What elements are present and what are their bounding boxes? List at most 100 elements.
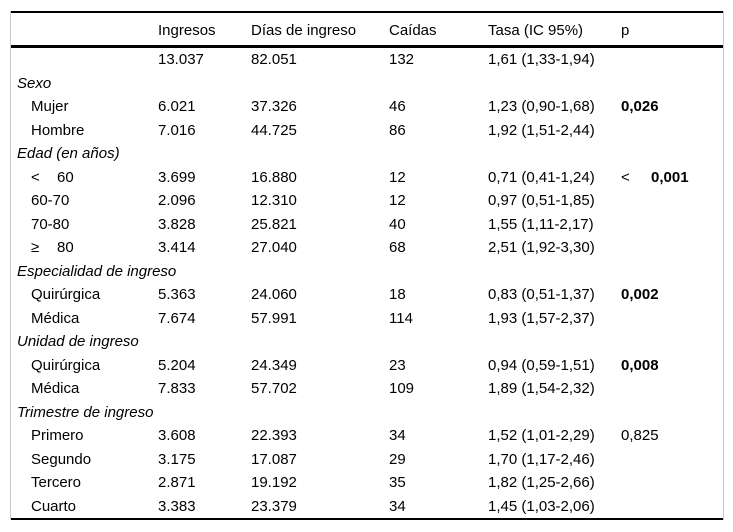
table-row: Segundo 3.175 17.087 29 1,70 (1,17-2,46) (11, 448, 723, 472)
cell-tasa-ic95: 1,45 (1,03-2,06) (487, 494, 620, 520)
p-value: 0,002 (621, 286, 659, 304)
table-row: Cuarto 3.383 23.379 34 1,45 (1,03-2,06) (11, 494, 723, 520)
cell-dias-de-ingreso: 22.393 (251, 427, 297, 445)
cell-dias-de-ingreso: 37.326 (251, 98, 297, 116)
cell-label: Quirúrgica (31, 356, 101, 374)
table-row: Quirúrgica 5.204 24.349 23 0,94 (0,59-1,51) 0… (11, 354, 723, 378)
cell-ingresos: 6.021 (158, 98, 196, 116)
cell-label: Quirúrgica (31, 286, 101, 304)
label-prefix: < (31, 168, 40, 186)
table-row: Médica 7.674 57.991 114 1,93 (1,57-2,37) (11, 307, 723, 331)
cell-caidas (388, 330, 487, 354)
table-section-row: Sexo (11, 72, 723, 96)
cell-p-value (620, 213, 723, 237)
cell-caidas: 132 (389, 51, 415, 69)
cell-tasa-ic95: 1,89 (1,54-2,32) (488, 380, 595, 398)
cell-p-value (620, 330, 723, 354)
table-body: 13.037 82.051 132 1,61 (1,33-1,94) Sexo Mujer… (11, 47, 723, 520)
cell-tasa-ic95: 0,94 (0,59-1,51) (488, 356, 595, 374)
cell-label: Segundo (31, 450, 92, 468)
cell-p-value (620, 494, 723, 520)
header-tasa-ic95: Tasa (IC 95%) (487, 11, 620, 48)
table-header: Ingresos Días de ingreso Caídas Tasa (IC… (11, 11, 723, 48)
table-section-row: Edad (en años) (11, 142, 723, 166)
cell-p-value (620, 307, 723, 331)
header-caidas: Caídas (388, 11, 487, 48)
table-row: <60 3.699 16.880 12 0,71 (0,41-1,24) <0,001 (11, 166, 723, 190)
cell-dias-de-ingreso: 82.051 (251, 51, 297, 69)
cell-p-value (620, 260, 723, 284)
cell-p-value: 0,008 (620, 354, 723, 378)
table-section-row: Especialidad de ingreso (11, 260, 723, 284)
cell-p-value (620, 448, 723, 472)
cell-ingresos: 3.608 (158, 427, 196, 445)
cell-p-value: 0,026 (620, 95, 723, 119)
cell-dias-de-ingreso: 19.192 (251, 474, 297, 492)
table-row: Mujer 6.021 37.326 46 1,23 (0,90-1,68) 0,026 (11, 95, 723, 119)
cell-ingresos (157, 142, 250, 166)
cell-p-value: 0,002 (620, 283, 723, 307)
cell-caidas: 86 (389, 121, 406, 139)
cell-caidas: 34 (388, 494, 487, 520)
cell-p-value: <0,001 (620, 166, 723, 190)
table-row: ≥80 3.414 27.040 68 2,51 (1,92-3,30) (11, 236, 723, 260)
cell-p-value (620, 377, 723, 401)
cell-p-value (620, 47, 723, 72)
cell-dias-de-ingreso: 57.991 (251, 309, 297, 327)
cell-tasa-ic95 (487, 401, 620, 425)
cell-label: Cuarto (11, 494, 157, 520)
cell-tasa-ic95 (487, 142, 620, 166)
cell-label: 60-70 (31, 192, 70, 210)
cell-tasa-ic95: 1,55 (1,11-2,17) (488, 215, 594, 233)
cell-dias-de-ingreso (250, 401, 388, 425)
cell-caidas: 34 (389, 427, 406, 445)
cell-tasa-ic95 (487, 330, 620, 354)
cell-ingresos: 3.175 (158, 450, 196, 468)
cell-tasa-ic95: 1,52 (1,01-2,29) (488, 427, 595, 445)
cell-label: Edad (en años) (17, 145, 120, 163)
cell-p-value (620, 236, 723, 260)
cell-ingresos (157, 330, 250, 354)
cell-ingresos: 2.871 (158, 474, 196, 492)
cell-caidas: 35 (389, 474, 406, 492)
cell-p-value (620, 119, 723, 143)
cell-caidas: 18 (389, 286, 406, 304)
table-section-row: Trimestre de ingreso (11, 401, 723, 425)
p-value: 0,008 (621, 356, 659, 374)
cell-dias-de-ingreso (250, 72, 388, 96)
header-row: Ingresos Días de ingreso Caídas Tasa (IC… (11, 11, 723, 48)
label-text: 60 (57, 168, 74, 186)
cell-caidas: 12 (389, 192, 406, 210)
cell-caidas: 40 (389, 215, 406, 233)
table-row: Primero 3.608 22.393 34 1,52 (1,01-2,29) 0,82… (11, 424, 723, 448)
cell-label: Hombre (31, 121, 85, 139)
cell-dias-de-ingreso: 24.349 (251, 356, 297, 374)
label-text: 80 (57, 239, 74, 257)
cell-tasa-ic95: 1,61 (1,33-1,94) (488, 51, 595, 69)
cell-label (11, 47, 157, 72)
cell-label: ≥80 (11, 236, 157, 260)
cell-p-value (620, 72, 723, 96)
table-row: 70-80 3.828 25.821 40 1,55 (1,11-2,17) (11, 213, 723, 237)
cell-label: <60 (11, 166, 157, 190)
cell-tasa-ic95 (487, 260, 620, 284)
cell-ingresos: 3.828 (158, 215, 196, 233)
table-row: Médica 7.833 57.702 109 1,89 (1,54-2,32) (11, 377, 723, 401)
cell-tasa-ic95: 1,70 (1,17-2,46) (488, 450, 595, 468)
cell-label: Unidad de ingreso (17, 333, 139, 351)
label-prefix: ≥ (31, 239, 40, 257)
cell-label: Especialidad de ingreso (17, 262, 177, 280)
cell-ingresos: 13.037 (158, 51, 204, 69)
header-p: p (620, 11, 723, 48)
cell-label: Mujer (31, 98, 69, 116)
cell-tasa-ic95: 1,93 (1,57-2,37) (488, 309, 595, 327)
cell-caidas (388, 72, 487, 96)
cell-dias-de-ingreso (250, 330, 388, 354)
header-dias-de-ingreso: Días de ingreso (250, 11, 388, 48)
cell-ingresos: 5.363 (158, 286, 196, 304)
table-section-row: Unidad de ingreso (11, 330, 723, 354)
cell-ingresos: 7.833 (158, 380, 196, 398)
cell-ingresos: 5.204 (158, 356, 196, 374)
cell-p-value (620, 189, 723, 213)
